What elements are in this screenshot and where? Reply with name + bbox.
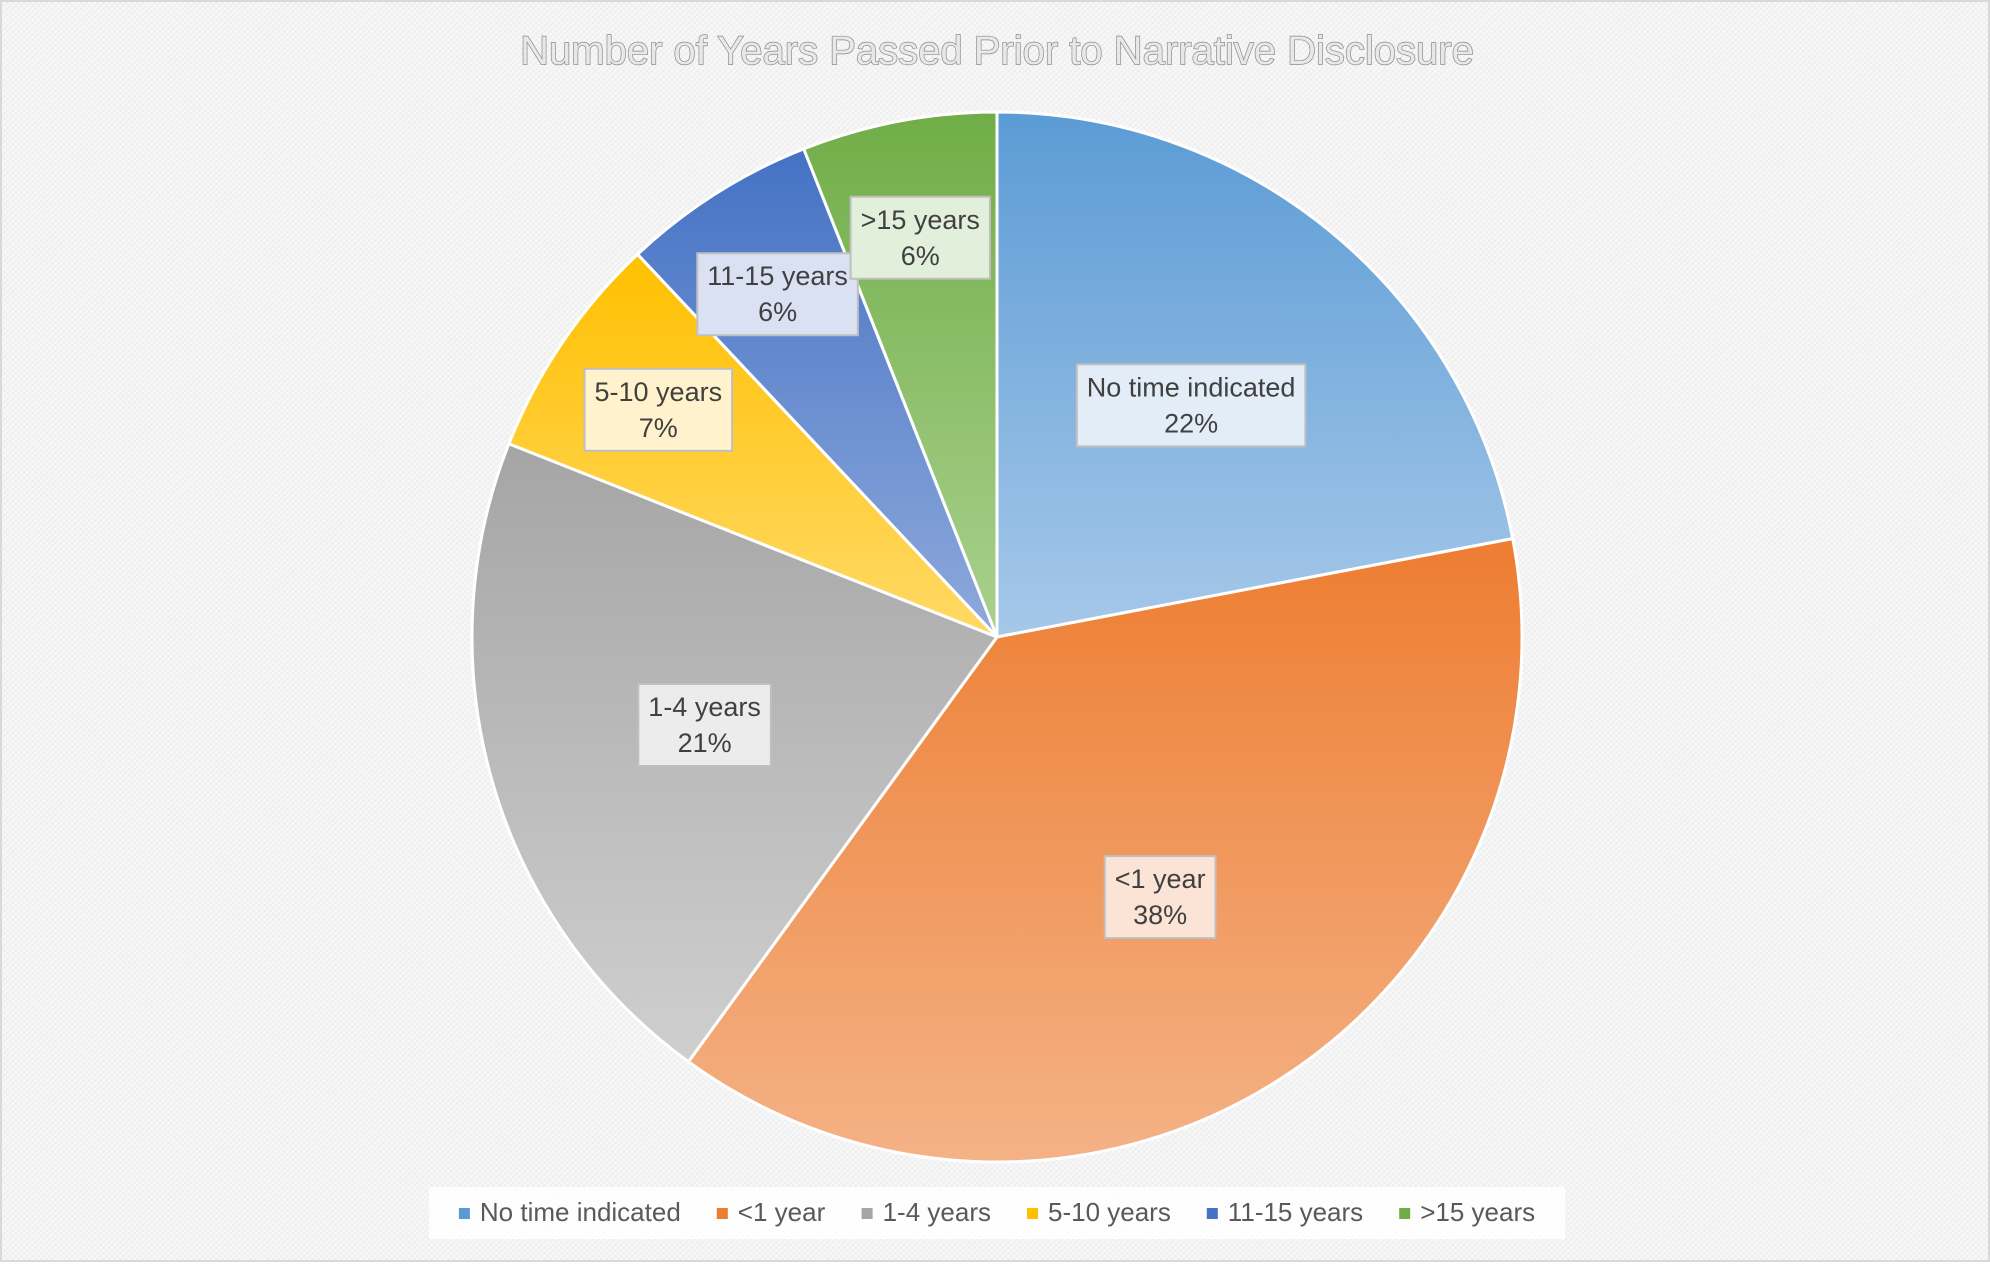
data-label-category: 5-10 years: [595, 377, 723, 407]
legend-label: 1-4 years: [883, 1197, 991, 1227]
legend-swatch: [861, 1208, 873, 1219]
legend-background: [428, 1187, 1566, 1239]
legend-swatch: [458, 1208, 470, 1219]
legend-swatch: [1399, 1208, 1411, 1219]
data-labels: No time indicated 22% <1 year 38% 1-4 years 2…: [583, 195, 1307, 940]
legend-label: 11-15 years: [1228, 1197, 1363, 1227]
data-label-box: [696, 252, 859, 337]
legend-item-over-15-years: >15 years: [1399, 1197, 1535, 1227]
data-label-box: [637, 682, 772, 767]
data-label-percent: 22%: [1164, 408, 1218, 438]
data-label-no-time-indicated: No time indicated 22%: [1075, 363, 1307, 448]
pie-slice-under-1-year: [686, 537, 1524, 1164]
legend-label: 5-10 years: [1048, 1197, 1171, 1227]
pie-slices: [470, 110, 1524, 1164]
data-label-category: 1-4 years: [648, 692, 761, 722]
data-label-under-1-year: <1 year 38%: [1103, 855, 1217, 940]
pie-slice-5-10-years: [507, 252, 999, 639]
data-label-percent: 38%: [1133, 900, 1187, 930]
legend-item-under-1-year: <1 year: [716, 1197, 826, 1227]
data-label-1-4-years: 1-4 years 21%: [637, 682, 772, 767]
data-label-percent: 6%: [758, 297, 797, 327]
data-label-category: No time indicated: [1087, 372, 1296, 402]
legend-item-5-10-years: 5-10 years: [1027, 1197, 1171, 1227]
legend: No time indicated <1 year 1-4 years 5-10 ye…: [428, 1187, 1566, 1239]
data-label-percent: 7%: [639, 413, 678, 443]
legend-swatch: [1027, 1208, 1038, 1219]
legend-label: >15 years: [1420, 1197, 1535, 1227]
legend-label: No time indicated: [480, 1197, 681, 1227]
data-label-5-10-years: 5-10 years 7%: [583, 367, 734, 452]
data-label-box: [1075, 363, 1307, 448]
legend-swatch: [1206, 1208, 1218, 1219]
legend-item-11-15-years: 11-15 years: [1206, 1197, 1363, 1227]
legend-swatch: [716, 1208, 728, 1219]
data-label-percent: 21%: [678, 728, 732, 758]
data-label-percent: 6%: [901, 241, 940, 271]
chart-title: Number of Years Passed Prior to Narrativ…: [520, 29, 1474, 73]
legend-item-1-4-years: 1-4 years: [861, 1197, 991, 1227]
data-label-11-15-years: 11-15 years 6%: [696, 252, 859, 337]
data-label-category: >15 years: [861, 205, 980, 235]
data-label-category: <1 year: [1115, 864, 1206, 894]
legend-item-no-time-indicated: No time indicated: [458, 1197, 681, 1227]
legend-label: <1 year: [738, 1197, 826, 1227]
data-label-over-15-years: >15 years 6%: [849, 195, 991, 280]
data-label-box: [849, 195, 991, 280]
data-label-category: 11-15 years: [707, 261, 848, 291]
data-label-box: [583, 367, 734, 452]
data-label-box: [1103, 855, 1217, 940]
